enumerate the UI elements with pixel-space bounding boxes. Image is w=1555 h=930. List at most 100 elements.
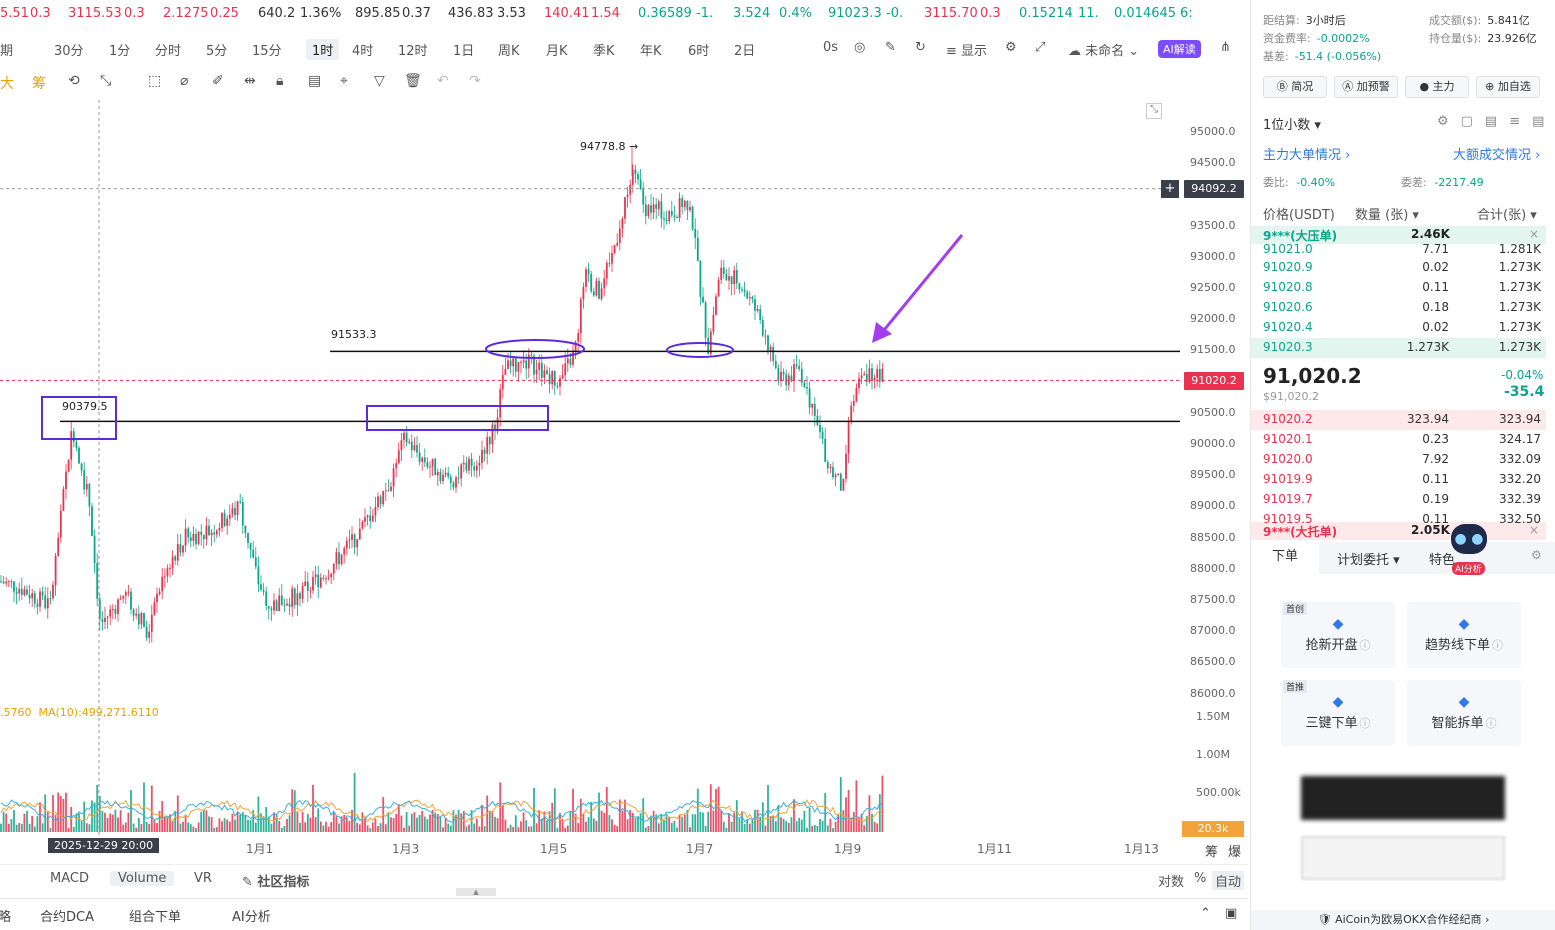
ai-badge[interactable]: AI分析: [1452, 562, 1485, 575]
settings-icon[interactable]: ⚙: [1005, 40, 1017, 55]
orderbook-row[interactable]: 91020.3 1.273K 1.273K: [1251, 338, 1546, 358]
filter-icon[interactable]: ▽: [374, 73, 385, 89]
settings-icons[interactable]: ⚙▢▤≡▤: [1437, 114, 1555, 129]
help-icon[interactable]: ⓘ: [1492, 639, 1503, 652]
pencil-icon[interactable]: ✎: [885, 40, 896, 55]
help-icon[interactable]: ⓘ: [1360, 717, 1371, 730]
tab-volume[interactable]: Volume: [110, 871, 174, 886]
timeframe-5[interactable]: 15分: [252, 40, 282, 59]
settings-icon[interactable]: ⚙: [1531, 548, 1542, 562]
camera-icon[interactable]: ◎: [854, 40, 865, 55]
tab-plan[interactable]: 计划委托 ▾: [1337, 549, 1400, 568]
big-trade-link[interactable]: 大额成交情况 ›: [1453, 144, 1540, 163]
timeframe-9[interactable]: 1日: [453, 40, 474, 59]
big-order-link[interactable]: 主力大单情况 ›: [1263, 144, 1350, 163]
lock-icon[interactable]: 🔒︎: [276, 73, 283, 89]
ticker-item[interactable]: 3115.53: [68, 0, 122, 28]
add-alert-icon[interactable]: +: [1161, 180, 1179, 198]
orderbook-row[interactable]: 91019.9 0.11 332.20: [1263, 470, 1548, 490]
highlight-ellipse[interactable]: [486, 340, 584, 358]
feature-tile-2[interactable]: 首推 ◆ 三键下单 ⓘ: [1281, 680, 1395, 746]
ai-interpret-button[interactable]: AI解读: [1158, 40, 1201, 58]
panel-button-1[interactable]: Ⓐ 加预警: [1334, 76, 1398, 98]
ticker-item[interactable]: 0.014645: [1114, 0, 1176, 28]
note-icon[interactable]: ▤: [308, 73, 321, 89]
orderbook-row[interactable]: 91019.7 0.19 332.39: [1263, 490, 1548, 510]
footer-tab-dca[interactable]: 合约DCA: [40, 906, 94, 925]
orderbook-row[interactable]: 91021.0 7.71 1.281K: [1263, 240, 1548, 260]
ticker-item[interactable]: 0.36589: [638, 0, 692, 28]
panel-button-3[interactable]: ⊕ 加自选: [1476, 76, 1540, 98]
scale-percent[interactable]: %: [1194, 871, 1206, 886]
panel-button-0[interactable]: Ⓑ 简况: [1263, 76, 1327, 98]
ticker-item[interactable]: 6:: [1180, 0, 1193, 28]
fullscreen-icon[interactable]: ⤢: [1035, 40, 1045, 55]
redo-icon[interactable]: ↷: [469, 73, 481, 89]
timeframe-12[interactable]: 季K: [593, 40, 615, 59]
ticker-item[interactable]: 11.: [1078, 0, 1099, 28]
timeframe-11[interactable]: 月K: [546, 40, 568, 59]
timeframe-10[interactable]: 周K: [498, 40, 520, 59]
timeframe-2[interactable]: 1分: [109, 40, 130, 59]
timeframe-7[interactable]: 4时: [352, 40, 373, 59]
help-icon[interactable]: ⓘ: [1360, 639, 1371, 652]
timeframe-4[interactable]: 5分: [206, 40, 227, 59]
ticker-item[interactable]: 1.36%: [300, 0, 341, 28]
orderbook-row[interactable]: 91020.2 323.94 323.94: [1251, 410, 1546, 430]
ad-banner[interactable]: [1301, 776, 1505, 820]
ticker-item[interactable]: 2.1275: [163, 0, 209, 28]
chevron-up-icon[interactable]: ⌃: [1200, 906, 1211, 921]
close-icon[interactable]: ×: [1529, 227, 1539, 241]
orderbook-row[interactable]: 91020.6 0.18 1.273K: [1263, 298, 1548, 318]
orderbook-row[interactable]: 91020.4 0.02 1.273K: [1263, 318, 1548, 338]
highlight-ellipse[interactable]: [667, 343, 733, 357]
replay-icon[interactable]: ⟲: [68, 73, 80, 89]
timeframe-14[interactable]: 6时: [688, 40, 709, 59]
timeframe-6[interactable]: 1时: [306, 39, 339, 60]
price-chart[interactable]: 94778.8 → 91533.3 90379.5: [0, 100, 1248, 860]
ticker-item[interactable]: 3115.70: [924, 0, 978, 28]
collapse-handle[interactable]: ▲: [456, 888, 496, 896]
share-icon[interactable]: ⋔: [1220, 40, 1231, 55]
timeframe-0[interactable]: 期: [0, 40, 13, 59]
axis-corner-liq[interactable]: 爆: [1228, 841, 1241, 860]
layout-select[interactable]: ☁ 未命名 ⌄: [1068, 40, 1139, 59]
ticker-item[interactable]: 1.54: [591, 0, 620, 28]
indicator-icon[interactable]: ⤡: [100, 73, 111, 89]
ticker-item[interactable]: 0.15214: [1019, 0, 1073, 28]
col-total[interactable]: 合计(张) ▾: [1477, 204, 1537, 223]
panel-button-2[interactable]: ● 主力: [1405, 76, 1469, 98]
timeframe-1[interactable]: 30分: [54, 40, 84, 59]
orderbook-row[interactable]: 91019.5 0.11 332.50: [1263, 510, 1548, 530]
feature-tile-1[interactable]: ◆ 趋势线下单 ⓘ: [1407, 602, 1521, 668]
partner-footer[interactable]: 🛡︎ AiCoin为欧易OKX合作经纪商 ›: [1251, 910, 1555, 930]
ticker-item[interactable]: 0.25: [210, 0, 239, 28]
timeframe-13[interactable]: 年K: [640, 40, 662, 59]
feature-tile-3[interactable]: ◆ 智能拆单 ⓘ: [1407, 680, 1521, 746]
axis-corner-chip[interactable]: 筹: [1205, 841, 1218, 860]
footer-tab-combo[interactable]: 组合下单: [129, 906, 181, 925]
orderbook-row[interactable]: 91020.1 0.23 324.17: [1263, 430, 1548, 450]
refresh-icon[interactable]: ↻: [915, 40, 926, 55]
ticker-item[interactable]: -0.: [886, 0, 903, 28]
ticker-item[interactable]: 140.41: [544, 0, 590, 28]
precision-select[interactable]: 1位小数 ▾: [1263, 114, 1321, 133]
ticker-item[interactable]: 91023.3: [828, 0, 882, 28]
magnet-icon[interactable]: ⌖: [340, 73, 348, 89]
feature-tile-0[interactable]: 首创 ◆ 抢新开盘 ⓘ: [1281, 602, 1395, 668]
footer-tab-ai[interactable]: AI分析: [232, 906, 271, 925]
col-qty[interactable]: 数量 (张) ▾: [1355, 204, 1419, 223]
measure-icon[interactable]: ⇹: [244, 73, 256, 89]
ticker-item[interactable]: 0.3: [980, 0, 1001, 28]
ticker-item[interactable]: 5.51: [0, 0, 29, 28]
orderbook-row[interactable]: 91020.8 0.11 1.273K: [1263, 278, 1548, 298]
trash-icon[interactable]: 🗑︎: [404, 73, 422, 89]
scale-auto[interactable]: 自动: [1212, 871, 1244, 890]
ticker-item[interactable]: 0.4%: [779, 0, 812, 28]
ticker-item[interactable]: -1.: [696, 0, 713, 28]
tool-big[interactable]: 大: [0, 73, 14, 93]
tool-chip[interactable]: 筹: [32, 73, 46, 93]
orderbook-row[interactable]: 91020.9 0.02 1.273K: [1263, 258, 1548, 278]
brush-icon[interactable]: ✐: [212, 73, 224, 89]
tab-special[interactable]: 特色: [1429, 549, 1455, 568]
